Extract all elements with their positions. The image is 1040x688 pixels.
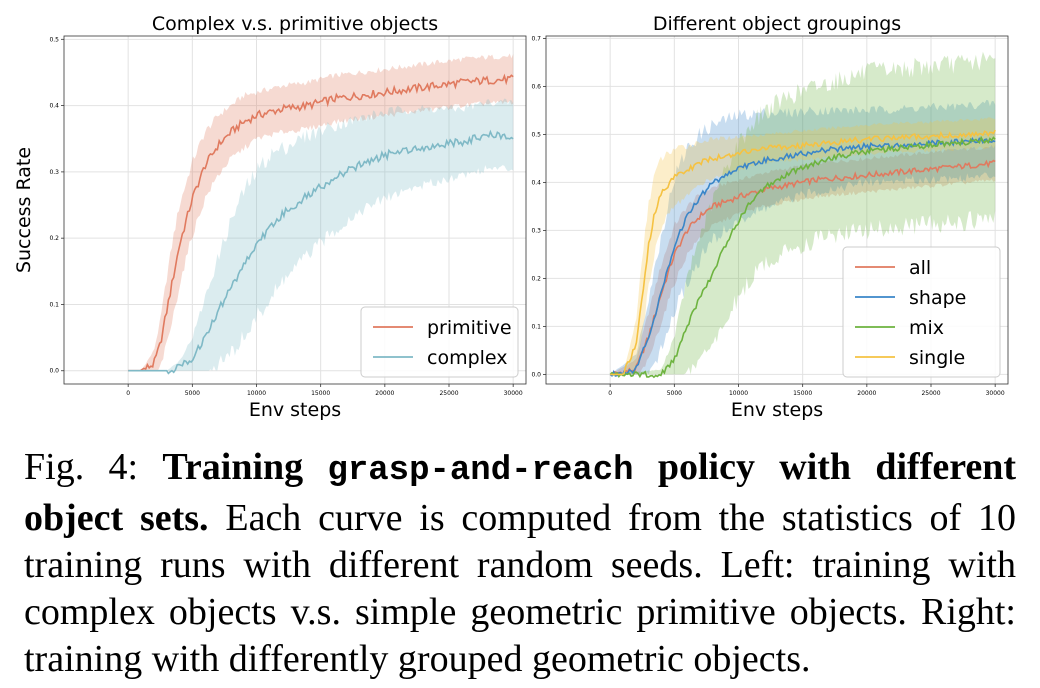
y-tick-label: 0.0 — [49, 368, 59, 375]
y-tick-label: 0.2 — [531, 275, 541, 282]
x-tick-label: 10000 — [729, 390, 748, 397]
y-tick-label: 0.5 — [531, 131, 541, 138]
y-tick-label: 0.1 — [49, 301, 59, 308]
x-axis-label: Env steps — [249, 399, 341, 420]
y-tick-label: 0.6 — [531, 83, 541, 90]
x-tick-label: 0 — [608, 390, 612, 397]
caption-text: Each curve is computed from the statisti… — [24, 497, 1017, 680]
legend-box — [842, 246, 1001, 378]
band-shape — [610, 99, 996, 375]
y-tick-label: 0.3 — [49, 169, 59, 176]
y-tick-label: 0.4 — [49, 103, 59, 110]
x-tick-label: 5000 — [667, 390, 682, 397]
y-tick-label: 0.4 — [531, 179, 541, 186]
y-tick-label: 0.1 — [531, 323, 541, 330]
x-tick-label: 5000 — [185, 390, 200, 397]
legend-box — [360, 306, 519, 378]
x-tick-label: 0 — [126, 390, 130, 397]
x-tick-label: 15000 — [311, 390, 330, 397]
figure: 0 5000 10000 15000 20000 25000 30000 0.0 0.1 0.2 0… — [13, 13, 1009, 420]
legend-label-primitive: primitive — [427, 317, 512, 339]
legend-label-complex: complex — [427, 347, 508, 369]
series-line-mix — [609, 135, 996, 379]
series-line-single — [610, 129, 996, 376]
x-tick-label: 10000 — [247, 390, 266, 397]
caption-bold-part1: Training — [162, 446, 304, 488]
band-primitive — [128, 53, 514, 371]
x-tick-label: 25000 — [439, 390, 458, 397]
plot-frame — [63, 35, 527, 385]
x-tick-label: 30000 — [504, 390, 523, 397]
legend: all shape mix single — [842, 246, 1001, 378]
y-axis-label: Success Rate — [13, 147, 35, 273]
chart-title: Different object groupings — [653, 13, 901, 35]
legend-label-all: all — [909, 257, 931, 279]
y-tick-label: 0.5 — [49, 36, 59, 43]
series-line-complex — [128, 129, 514, 375]
band-mix — [610, 51, 996, 375]
legend-label-shape: shape — [909, 287, 966, 309]
band-all — [610, 144, 996, 375]
y-tick-label: 0.7 — [531, 35, 541, 42]
y-tick-label: 0.3 — [531, 227, 541, 234]
y-tick-label: 0.2 — [49, 235, 59, 242]
legend: primitive complex — [360, 306, 519, 378]
plot-frame — [545, 35, 1009, 385]
legend-label-mix: mix — [909, 317, 944, 339]
x-tick-label: 25000 — [921, 390, 940, 397]
caption-fig-label: Fig. 4: — [24, 446, 139, 488]
series-line-primitive — [128, 73, 514, 372]
chart-object-groupings: 0 5000 10000 15000 20000 25000 30000 0.0 0.1 0.2 0… — [531, 13, 1009, 420]
x-tick-label: 15000 — [793, 390, 812, 397]
figure-caption: Fig. 4: Training grasp-and-reach policy … — [24, 444, 1016, 683]
legend-label-single: single — [909, 347, 965, 369]
series-line-all — [609, 159, 996, 377]
x-axis-label: Env steps — [731, 399, 823, 420]
x-tick-label: 30000 — [986, 390, 1005, 397]
caption-bold-part2: policy with different object sets. — [24, 446, 1017, 539]
x-tick-label: 20000 — [375, 390, 394, 397]
caption-mono-term: grasp-and-reach — [327, 452, 634, 490]
chart-title: Complex v.s. primitive objects — [152, 13, 438, 35]
y-tick-label: 0.0 — [531, 371, 541, 378]
chart-complex-vs-primitive: 0 5000 10000 15000 20000 25000 30000 0.0 0.1 0.2 0… — [13, 13, 527, 420]
x-tick-label: 20000 — [857, 390, 876, 397]
